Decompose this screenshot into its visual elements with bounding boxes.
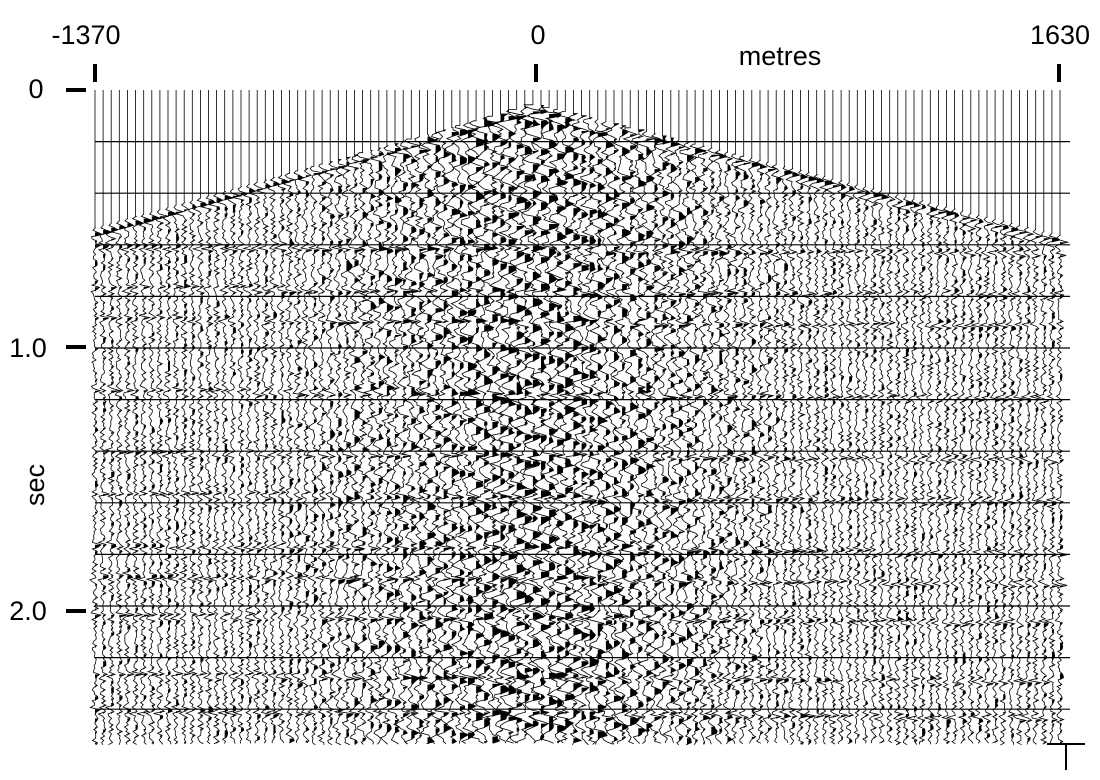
time-tick-label-2: 2.0 [9, 596, 47, 626]
offset-axis-unit: metres [739, 41, 822, 71]
offset-tick-label-left: -1370 [51, 20, 120, 50]
time-grid-lines [95, 141, 1070, 710]
offset-axis: -1370 0 1630 metres [51, 20, 1090, 82]
scale-marker [1047, 743, 1085, 770]
trace-wiggles [89, 90, 1070, 746]
offset-tick-label-right: 1630 [1030, 20, 1090, 50]
time-axis-unit: sec [20, 464, 50, 506]
time-tick-mark-1 [66, 345, 86, 349]
offset-tick-mark-right [1057, 64, 1061, 82]
time-axis: 0 1.0 2.0 sec [9, 74, 86, 626]
offset-tick-label-zero: 0 [530, 20, 545, 50]
seismic-traces [89, 90, 1070, 746]
time-tick-mark-0 [66, 88, 86, 92]
offset-tick-mark-zero [534, 64, 538, 82]
time-tick-mark-2 [66, 609, 86, 613]
time-tick-label-0: 0 [28, 74, 43, 104]
offset-tick-mark-left [93, 64, 97, 82]
time-tick-label-1: 1.0 [9, 333, 47, 363]
